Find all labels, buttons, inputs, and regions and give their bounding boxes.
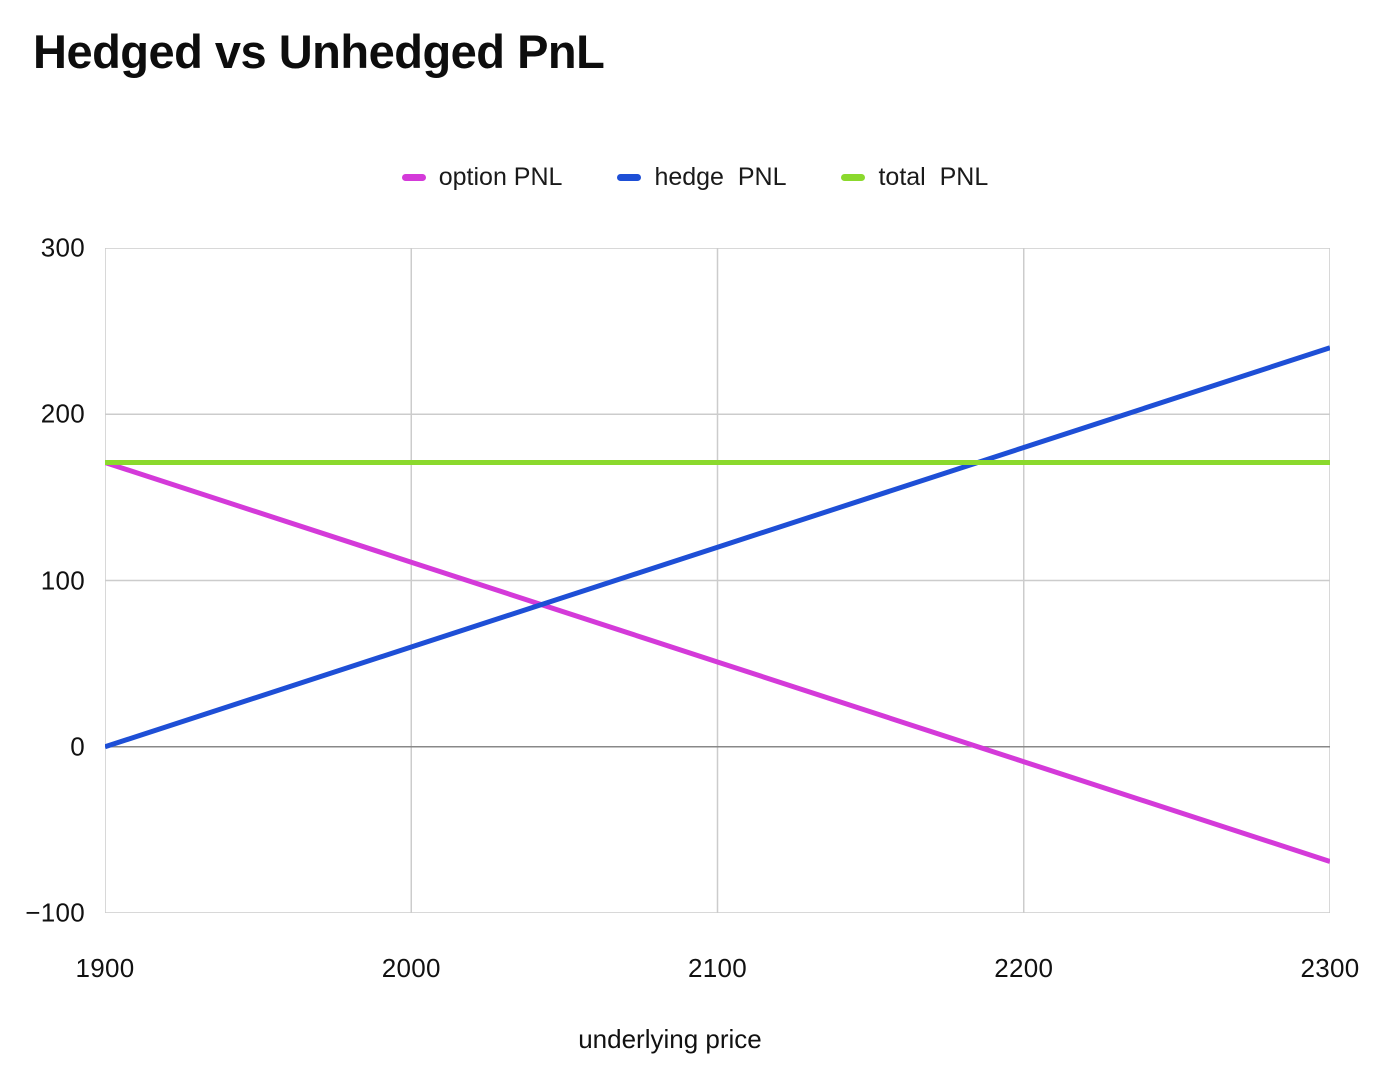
chart-title: Hedged vs Unhedged PnL (33, 25, 605, 78)
chart-canvas (104, 247, 1331, 914)
legend: option PNL hedge PNL total PNL (0, 163, 1390, 192)
x-tick-label: 1900 (75, 953, 135, 983)
y-axis-tick-labels: 300 200 100 0 −100 (0, 233, 85, 928)
x-tick-label: 2000 (381, 953, 441, 983)
legend-label: hedge PNL (654, 163, 787, 191)
y-tick-label: 0 (70, 731, 85, 762)
y-tick-label: 200 (40, 398, 85, 429)
series-line-hedge-pnl (104, 345, 1331, 750)
legend-item-total-pnl: total PNL (841, 163, 988, 192)
legend-label: total PNL (878, 163, 989, 191)
legend-item-option-pnl: option PNL (401, 163, 563, 192)
legend-dash-icon (401, 174, 426, 181)
legend-item-hedge-pnl: hedge PNL (617, 163, 786, 192)
legend-label: option PNL (438, 163, 563, 191)
x-axis-tick-labels: 1900 2000 2100 2200 2300 (75, 953, 1359, 985)
x-tick-label: 2300 (1300, 953, 1360, 983)
y-tick-label: 100 (40, 565, 85, 595)
x-axis-title: underlying price (578, 1024, 762, 1054)
y-tick-label: 300 (40, 232, 85, 263)
y-tick-label: −100 (25, 897, 85, 928)
x-tick-label: 2200 (994, 953, 1054, 983)
series-line-option-pnl (104, 460, 1331, 864)
x-tick-label: 2100 (687, 953, 748, 983)
chart-plot-area (104, 247, 1331, 914)
legend-dash-icon (617, 174, 642, 181)
legend-dash-icon (841, 174, 866, 181)
